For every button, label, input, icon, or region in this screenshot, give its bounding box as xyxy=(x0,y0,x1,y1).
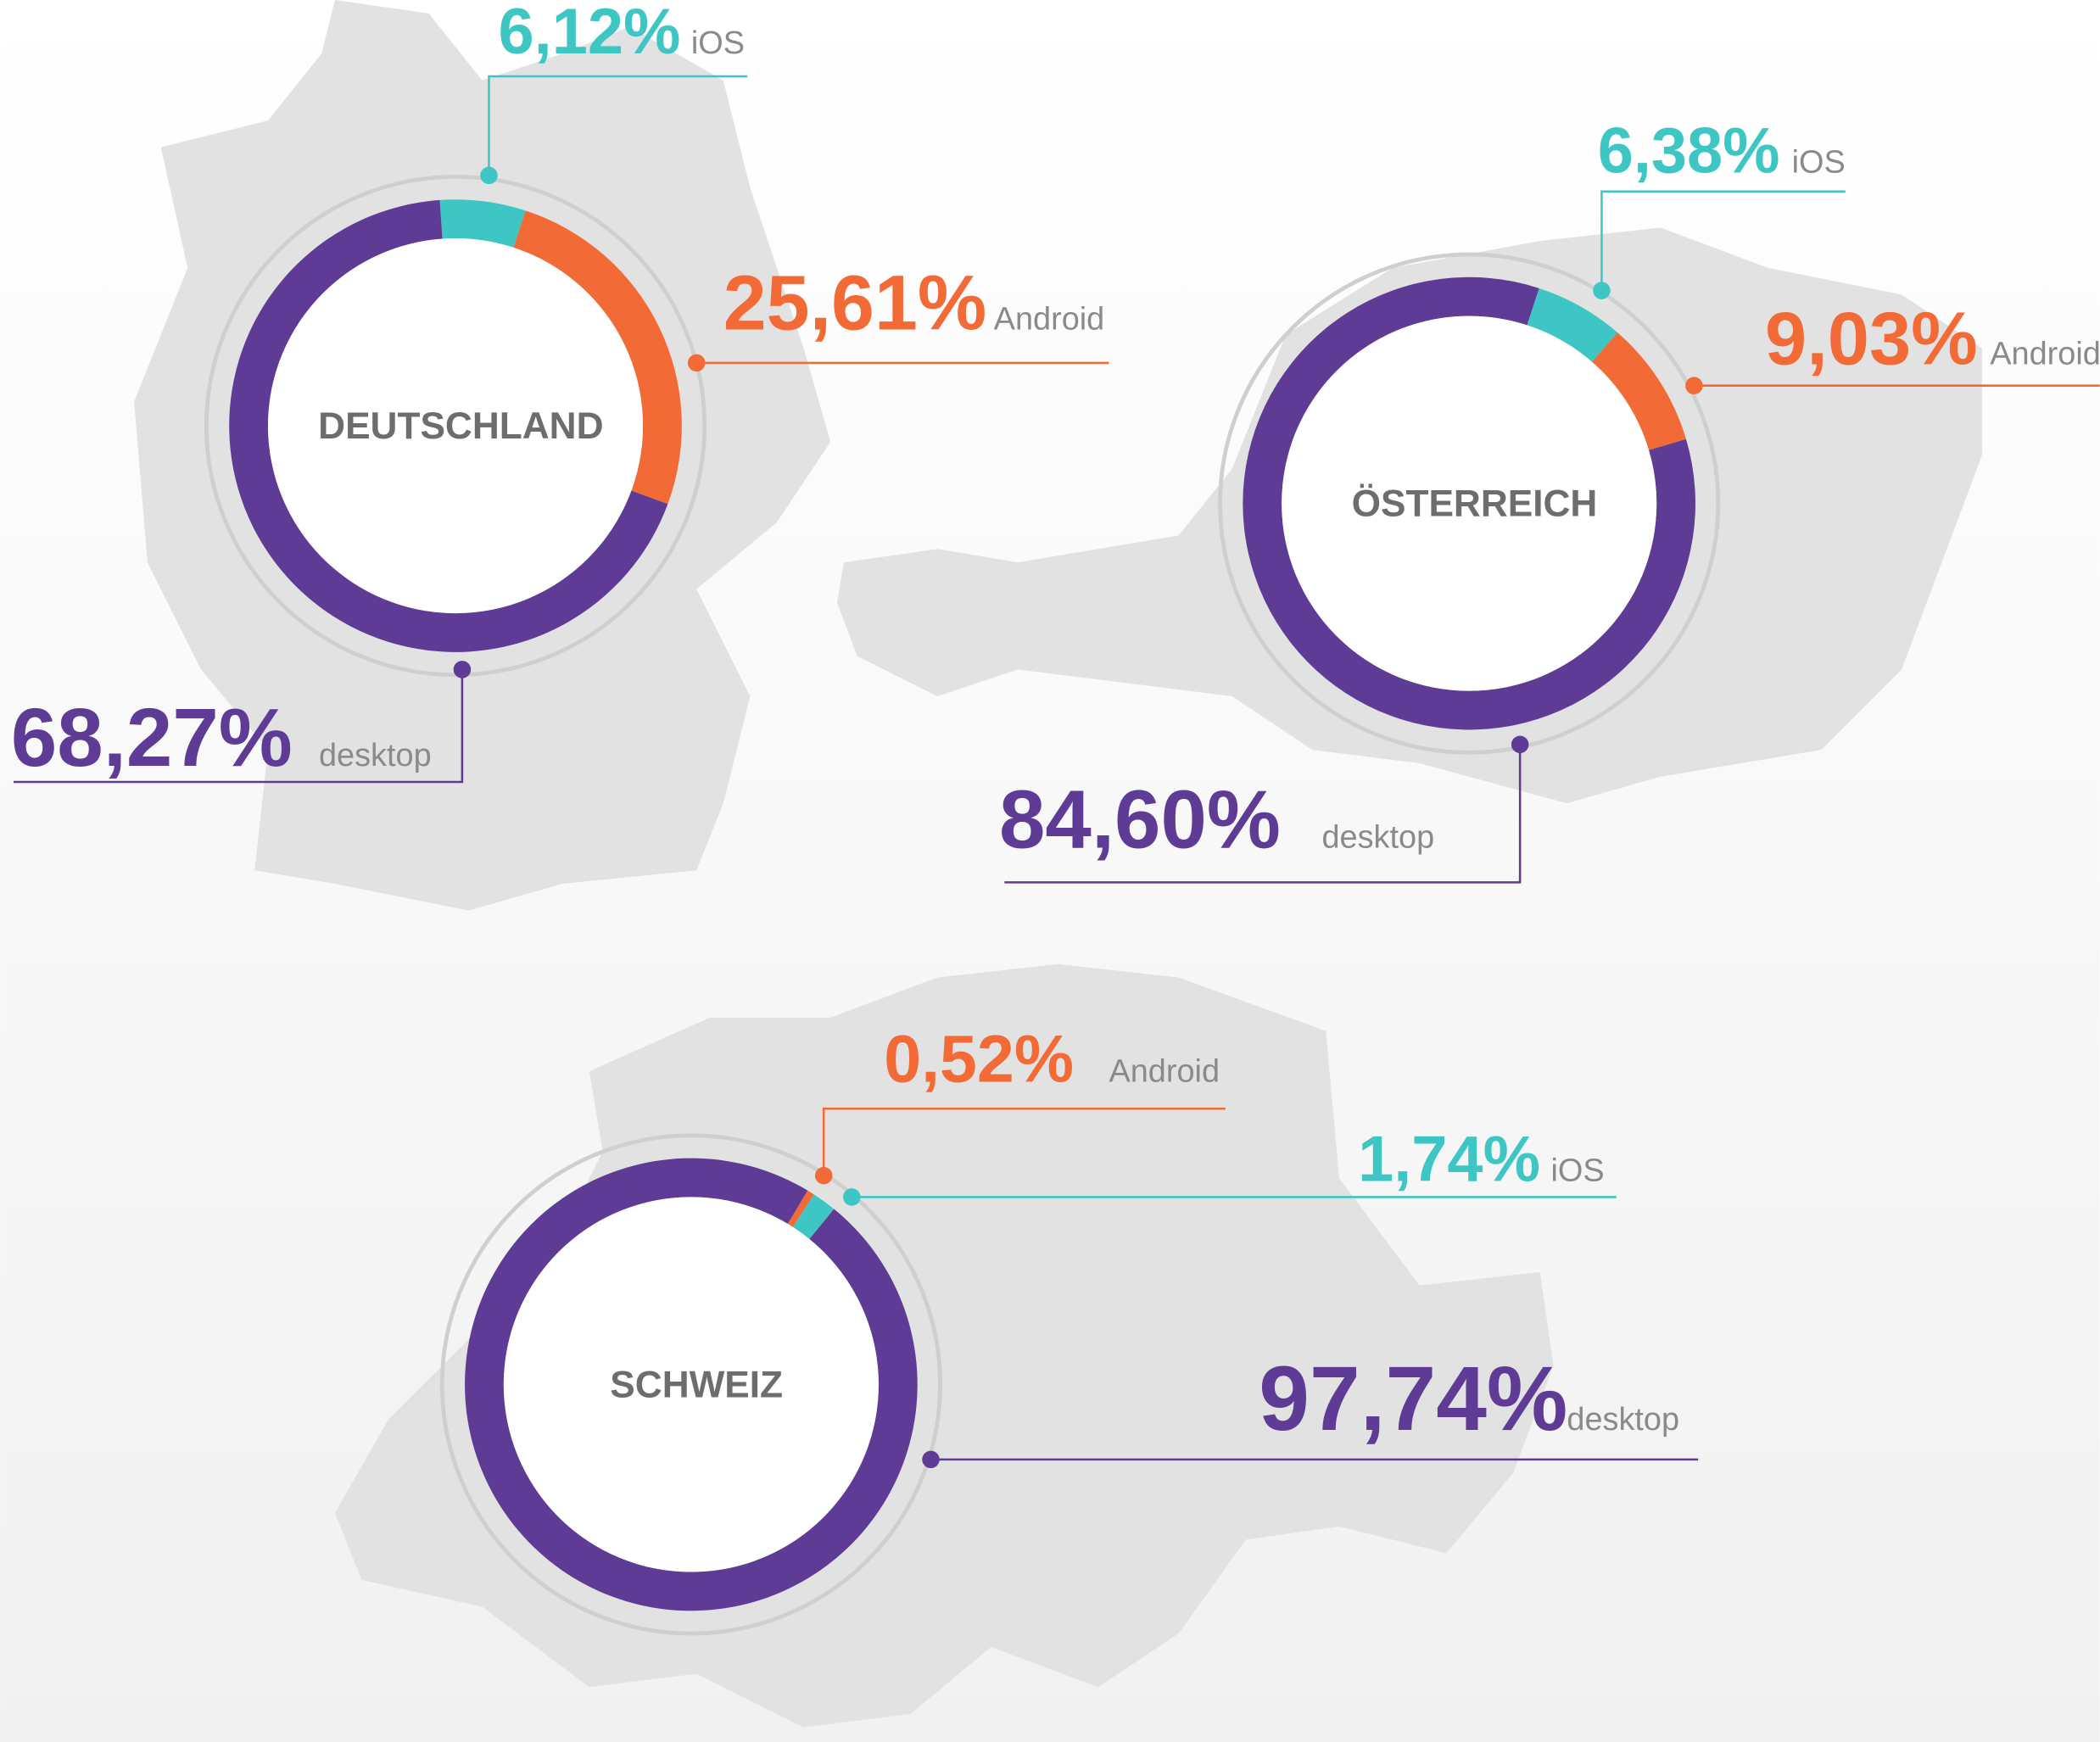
donut-segment xyxy=(1592,332,1686,450)
category-label: desktop xyxy=(1321,819,1434,855)
value-label: 84,60% xyxy=(999,772,1281,865)
country-title: DEUTSCHLAND xyxy=(318,405,603,447)
value-label: 9,03% xyxy=(1765,296,1978,380)
category-label: Android xyxy=(1990,336,2100,371)
outer-ring xyxy=(439,1133,942,1636)
category-label: iOS xyxy=(1792,145,1846,181)
category-label: Android xyxy=(994,301,1105,337)
leader-dot xyxy=(843,1188,861,1206)
leader-dot xyxy=(1511,735,1529,754)
leader-dot xyxy=(453,661,472,678)
leader-dot xyxy=(480,166,498,185)
donut-segment xyxy=(513,210,682,505)
value-label: 6,38% xyxy=(1598,115,1780,187)
value-label: 25,61% xyxy=(723,260,987,346)
leader-line xyxy=(488,75,748,176)
donut-segment xyxy=(1527,288,1618,362)
country-title: ÖSTERREICH xyxy=(1352,483,1598,524)
leader-dot xyxy=(1685,377,1703,394)
category-label: iOS xyxy=(1550,1153,1604,1188)
value-label: 6,12% xyxy=(499,0,681,68)
donut-segment xyxy=(792,1194,835,1240)
donut-chart: ÖSTERREICH 6,38% iOS 9,03% Android 84,60% desk… xyxy=(999,115,2100,884)
leader-line xyxy=(1004,744,1522,884)
category-label: desktop xyxy=(1567,1402,1679,1438)
donut-chart: DEUTSCHLAND 6,12% iOS 25,61% Android 68,27% de… xyxy=(11,0,1109,784)
leader-line xyxy=(14,669,464,784)
donut-segment xyxy=(787,1190,814,1227)
donut-chart: SCHWEIZ 0,52% Android 1,74% iOS 97,74% desktop xyxy=(439,1022,1699,1636)
outer-ring xyxy=(1218,252,1721,755)
value-label: 97,74% xyxy=(1259,1348,1567,1449)
category-label: iOS xyxy=(691,25,745,61)
leader-line xyxy=(822,1107,1226,1176)
leader-line xyxy=(1600,190,1846,291)
category-label: Android xyxy=(1109,1054,1220,1090)
leader-dot xyxy=(814,1166,833,1185)
leader-dot xyxy=(922,1450,940,1469)
value-label: 0,52% xyxy=(884,1022,1074,1097)
leader-dot xyxy=(1593,282,1611,299)
donut-hole xyxy=(503,1197,879,1572)
category-label: desktop xyxy=(319,738,432,773)
value-label: 1,74% xyxy=(1358,1123,1540,1195)
country-title: SCHWEIZ xyxy=(610,1364,783,1405)
donut-hole xyxy=(1282,315,1657,691)
leader-dot xyxy=(687,354,706,372)
donut-segment xyxy=(439,199,526,248)
donut-hole xyxy=(267,238,644,614)
value-label: 68,27% xyxy=(11,690,293,784)
